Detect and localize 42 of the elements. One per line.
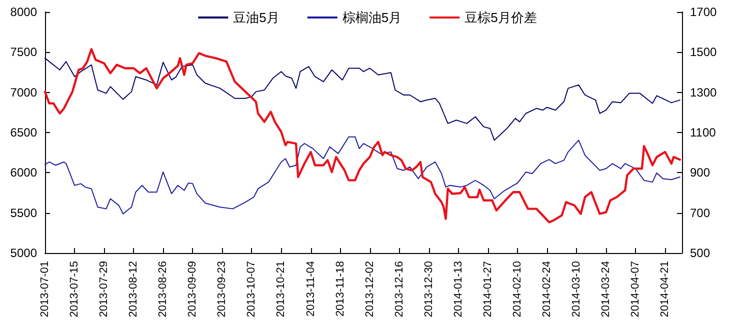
x-tick-label: 2014-03-10 xyxy=(570,261,583,318)
legend-label: 棕榈油5月 xyxy=(342,10,402,25)
x-tick-label: 2014-01-27 xyxy=(482,261,494,318)
x-tick-label: 2014-02-24 xyxy=(541,261,554,318)
x-tick-label: 2013-11-18 xyxy=(334,261,346,316)
line-series xyxy=(44,48,681,224)
x-tick-label: 2014-02-10 xyxy=(511,261,524,318)
y-tick-label: 7500 xyxy=(10,45,38,60)
y-tick-label: 5500 xyxy=(10,206,38,220)
legend-label: 豆油5月 xyxy=(233,10,280,25)
y2-tick-label: 1300 xyxy=(690,85,718,100)
y-tick-label: 6000 xyxy=(10,166,38,180)
legend-label: 豆棕5月价差 xyxy=(464,10,537,25)
x-tick-label: 2013-08-26 xyxy=(157,261,170,318)
y2-tick-label: 500 xyxy=(690,246,710,260)
x-tick-label: 2014-04-07 xyxy=(630,261,642,318)
y-tick-label: 7000 xyxy=(10,85,38,100)
x-tick-label: 2014-03-24 xyxy=(600,261,612,318)
y-tick-label: 5000 xyxy=(10,246,38,260)
x-tick-label: 2013-11-04 xyxy=(304,261,317,316)
line-series xyxy=(44,58,680,141)
y2-tick-label: 900 xyxy=(690,166,710,180)
x-tick-label: 2013-09-09 xyxy=(186,261,199,318)
y-tick-label: 8000 xyxy=(10,5,38,19)
y2-tick-label: 1100 xyxy=(690,126,716,140)
x-tick-label: 2013-08-12 xyxy=(128,261,140,318)
x-tick-label: 2013-07-01 xyxy=(39,261,51,318)
y2-tick-label: 1700 xyxy=(690,5,718,19)
x-tick-label: 2013-12-16 xyxy=(393,261,406,318)
x-tick-label: 2014-04-21 xyxy=(659,261,672,318)
y-tick-label: 6500 xyxy=(10,126,38,140)
x-tick-label: 2013-12-02 xyxy=(364,261,376,318)
x-tick-label: 2013-07-29 xyxy=(98,261,110,318)
x-tick-label: 2013-07-15 xyxy=(68,261,81,318)
y2-tick-label: 700 xyxy=(690,206,710,220)
line-series xyxy=(44,136,680,214)
x-tick-label: 2013-10-21 xyxy=(275,261,288,318)
x-tick-label: 2013-12-30 xyxy=(422,261,435,318)
x-tick-label: 2013-10-07 xyxy=(246,261,258,318)
x-tick-label: 2013-09-23 xyxy=(216,261,228,318)
y2-tick-label: 1500 xyxy=(690,45,718,60)
x-tick-label: 2014-01-13 xyxy=(452,261,464,318)
